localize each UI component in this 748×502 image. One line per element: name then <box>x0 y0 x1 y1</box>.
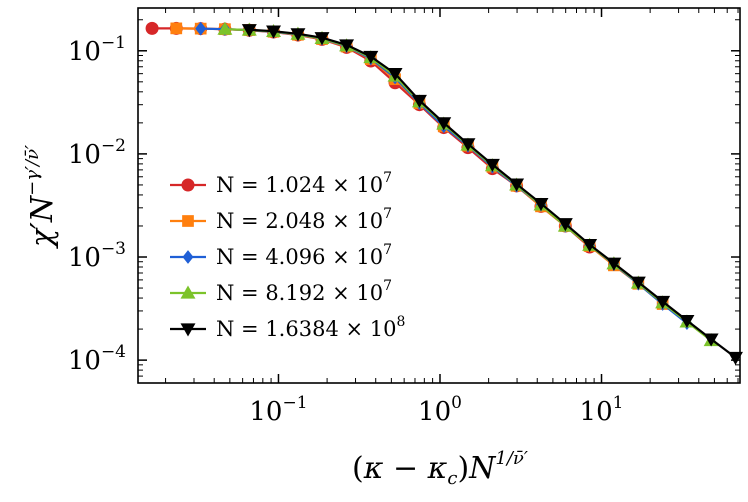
legend-label-exponent: 7 <box>383 206 392 222</box>
legend-label-main: N = 2.048 × 10 <box>216 209 383 233</box>
x-tick-exponent: 1 <box>613 393 624 413</box>
legend-entry: N = 1.6384 × 108 <box>170 314 405 341</box>
data-point <box>630 276 646 290</box>
y-tick-exponent: −2 <box>101 136 126 156</box>
y-tick-base: 10 <box>68 37 101 67</box>
x-axis-label: (κ − κc)N1/ν̄′ <box>352 448 528 489</box>
x-tick-label: 101 <box>580 393 624 427</box>
legend-label-exponent: 7 <box>383 278 392 294</box>
data-point <box>655 295 671 310</box>
legend-label: N = 4.096 × 107 <box>216 242 392 269</box>
y-tick-exponent: −1 <box>101 33 126 53</box>
legend-label: N = 2.048 × 107 <box>216 206 392 233</box>
y-tick-label: 10−1 <box>68 33 126 67</box>
x-tick-exponent: −1 <box>282 393 307 413</box>
legend-label-main: N = 8.192 × 10 <box>216 281 383 305</box>
data-point <box>145 21 159 35</box>
data-point <box>460 138 476 152</box>
data-point <box>314 32 330 46</box>
data-point <box>679 314 695 329</box>
y-tick-label: 10−4 <box>68 342 126 376</box>
legend-label-main: N = 4.096 × 10 <box>216 245 383 269</box>
data-point <box>387 68 403 82</box>
x-tick-label: 10−1 <box>249 393 307 427</box>
legend-marker <box>180 285 196 299</box>
data-point <box>290 28 306 42</box>
legend-label: N = 1.6384 × 108 <box>216 314 405 341</box>
data-point <box>727 351 743 365</box>
plot-frame <box>137 7 741 384</box>
data-point <box>484 158 500 172</box>
x-tick-base: 10 <box>249 397 282 427</box>
legend-label-main: N = 1.6384 × 10 <box>216 317 396 341</box>
data-point <box>533 197 549 212</box>
y-axis-label: χ′N−γ′/ν̄′ <box>22 145 60 249</box>
data-point <box>703 333 719 347</box>
data-point <box>241 24 257 38</box>
x-tick-base: 10 <box>580 397 613 427</box>
data-point <box>411 94 427 108</box>
data-point <box>509 178 525 192</box>
legend-marker <box>182 215 194 227</box>
data-point <box>557 218 573 232</box>
data-series <box>145 21 743 365</box>
data-point <box>436 117 452 131</box>
data-point <box>339 39 355 53</box>
legend-marker <box>182 250 194 264</box>
legend-entry: N = 2.048 × 107 <box>170 206 392 233</box>
data-point <box>606 257 622 271</box>
legend-label-exponent: 7 <box>383 170 392 186</box>
y-tick-base: 10 <box>68 243 101 273</box>
legend-label-exponent: 8 <box>396 314 405 330</box>
legend-entry: N = 4.096 × 107 <box>170 242 392 269</box>
y-tick-exponent: −3 <box>101 239 126 259</box>
data-point <box>266 25 282 39</box>
x-tick-base: 10 <box>418 397 451 427</box>
y-tick-base: 10 <box>68 346 101 376</box>
y-tick-label: 10−3 <box>68 239 126 273</box>
series-5 <box>241 24 743 365</box>
y-tick-exponent: −4 <box>101 342 126 362</box>
legend-label: N = 8.192 × 107 <box>216 278 392 305</box>
data-point <box>363 50 379 64</box>
legend-label-exponent: 7 <box>383 242 392 258</box>
legend-label: N = 1.024 × 107 <box>216 170 392 197</box>
y-tick-label: 10−2 <box>68 136 126 170</box>
data-point <box>582 238 598 253</box>
y-tick-base: 10 <box>68 140 101 170</box>
x-tick-exponent: 0 <box>451 393 462 413</box>
data-point <box>217 21 233 35</box>
legend-entry: N = 8.192 × 107 <box>170 278 392 305</box>
legend-marker <box>180 323 196 337</box>
legend-label-main: N = 1.024 × 10 <box>216 173 383 197</box>
legend-entry: N = 1.024 × 107 <box>170 170 392 197</box>
data-point <box>195 21 207 36</box>
legend-marker <box>181 178 195 192</box>
data-point <box>170 22 183 35</box>
x-tick-label: 100 <box>418 393 462 427</box>
